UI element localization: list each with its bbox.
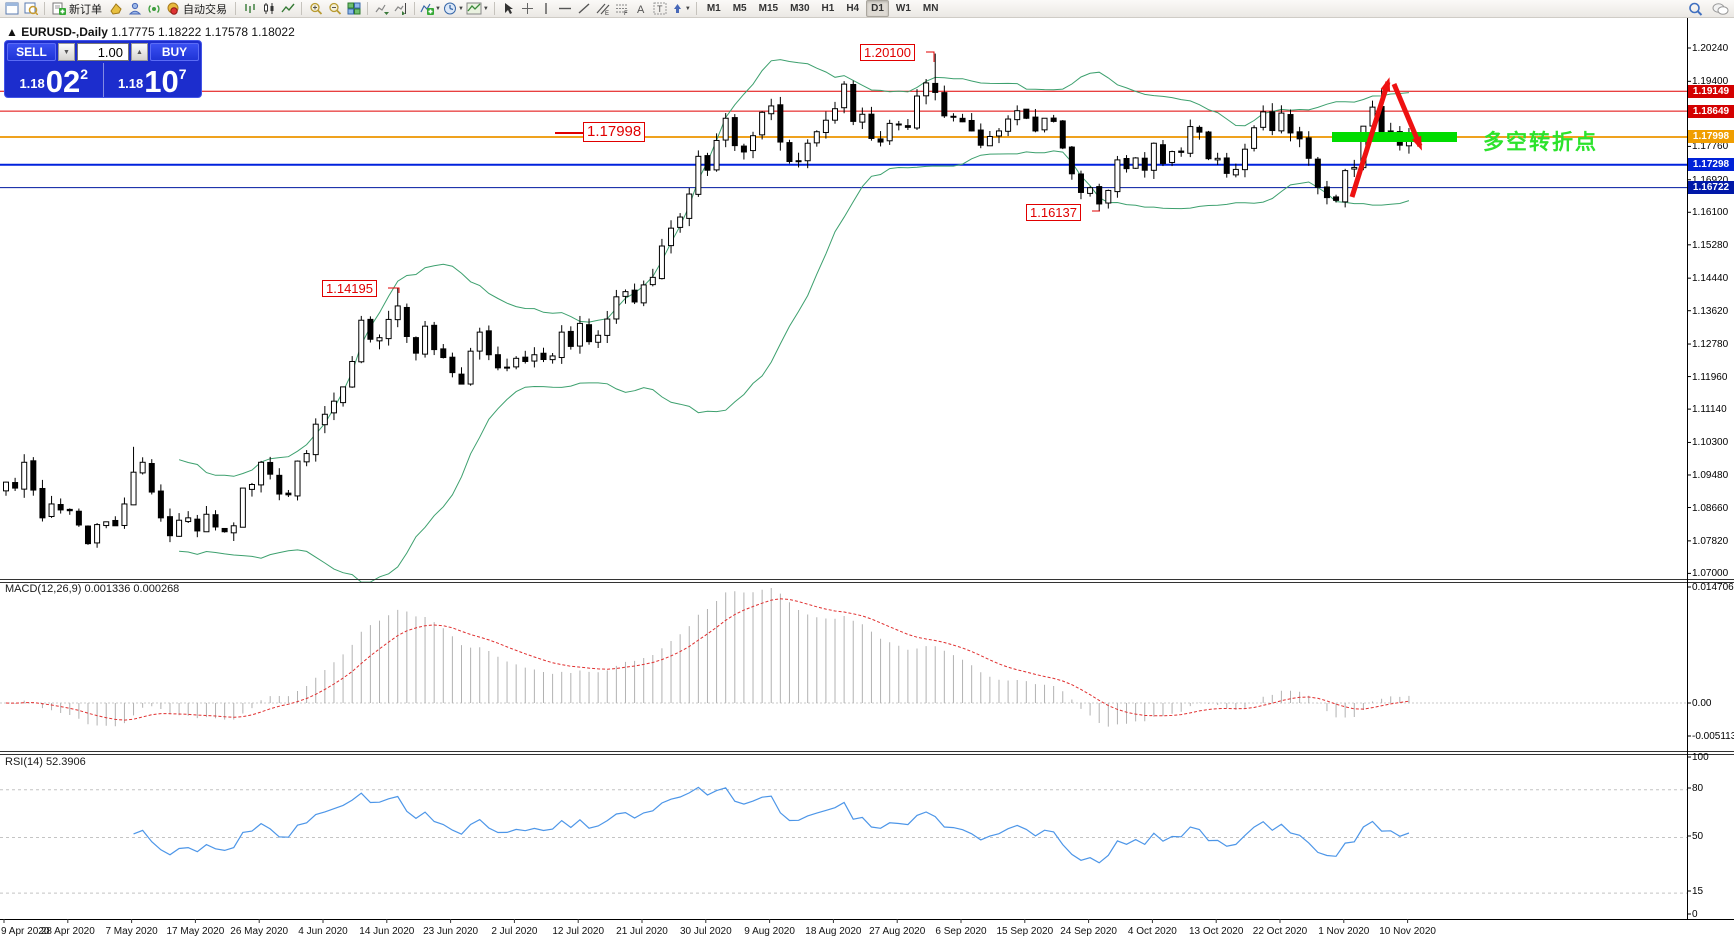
zoom-in-icon[interactable] (306, 1, 325, 17)
sell-price-small: 1.18 (19, 76, 45, 91)
volume-increase-button[interactable]: ▲ (131, 43, 148, 61)
price-annotation[interactable]: 1.16137 (1026, 204, 1081, 221)
timeframe-m5-button[interactable]: M5 (732, 3, 747, 14)
template-icon[interactable]: ▼ (465, 1, 490, 17)
svg-text:T: T (657, 4, 663, 14)
signal-icon[interactable] (144, 1, 163, 17)
svg-text:A: A (637, 4, 645, 15)
text-label-icon[interactable]: T (651, 1, 670, 17)
timeframe-m15-button[interactable]: M15 (758, 3, 779, 14)
timeframe-m1-button[interactable]: M1 (706, 3, 721, 14)
sell-price-sup: 2 (80, 66, 89, 82)
price-annotation[interactable]: 1.20100 (860, 44, 915, 61)
period-icon[interactable]: ▼ (442, 1, 465, 17)
sell-button[interactable]: SELL (7, 43, 56, 61)
buy-price-big: 10 (144, 64, 179, 99)
fibonacci-icon[interactable]: F (613, 1, 632, 17)
indicator-style-icon[interactable] (106, 1, 125, 17)
timeframe-group: M1 M5 M15 M30 H1 H4 D1 W1 MN (701, 0, 945, 17)
timeframe-h1-button[interactable]: H1 (821, 3, 835, 14)
buy-button[interactable]: BUY (150, 43, 199, 61)
data-window-icon[interactable] (21, 1, 40, 17)
timeframe-mn-button[interactable]: MN (922, 3, 939, 14)
vertical-line-icon[interactable] (537, 1, 556, 17)
bar-chart-icon[interactable] (240, 1, 259, 17)
cursor-icon[interactable] (499, 1, 518, 17)
autotrading-label[interactable]: 自动交易 (183, 3, 227, 16)
tile-windows-icon[interactable] (344, 1, 363, 17)
text-icon[interactable]: A (632, 1, 651, 17)
new-order-icon[interactable] (49, 1, 68, 17)
timeframe-d1-button[interactable]: D1 (866, 0, 889, 17)
new-order-label[interactable]: 新订单 (69, 3, 102, 16)
volume-input[interactable]: 1.00 (77, 43, 129, 61)
search-icon[interactable] (1686, 1, 1705, 17)
expert-advisor-icon[interactable] (125, 1, 144, 17)
timeframe-m30-button[interactable]: M30 (790, 3, 810, 14)
svg-text:F: F (624, 11, 628, 15)
horizontal-line-icon[interactable] (556, 1, 575, 17)
auto-scroll-icon[interactable] (372, 1, 391, 17)
chart-shift-icon[interactable] (391, 1, 410, 17)
autotrading-icon[interactable] (163, 1, 182, 17)
chart-window-icon[interactable] (2, 1, 21, 17)
zoom-out-icon[interactable] (325, 1, 344, 17)
one-click-trading-panel: SELL ▼ 1.00 ▲ BUY 1.18 02 2 1.18 10 7 (4, 40, 202, 98)
add-indicator-icon[interactable]: ▼ (419, 1, 442, 17)
sell-price-big: 02 (45, 64, 81, 99)
main-toolbar: 新订单 自动交易 ▼ ▼ ▼ E F A T ▼ M1 M5 M15 M30 H1 H4 D… (0, 0, 1734, 18)
chat-icon[interactable] (1711, 1, 1730, 17)
svg-text:E: E (605, 11, 609, 15)
sell-price[interactable]: 1.18 02 2 (5, 63, 103, 97)
buy-price[interactable]: 1.18 10 7 (102, 63, 202, 99)
timeframe-h4-button[interactable]: H4 (846, 3, 860, 14)
trendline-icon[interactable] (575, 1, 594, 17)
arrows-tool-icon[interactable]: ▼ (670, 1, 692, 17)
channel-icon[interactable]: E (594, 1, 613, 17)
price-annotation[interactable]: 1.14195 (322, 280, 377, 297)
cn-annotation-text[interactable]: 多空转折点 (1483, 131, 1598, 154)
price-annotation[interactable]: 1.17998 (583, 122, 646, 142)
buy-price-sup: 7 (178, 66, 187, 82)
buy-price-small: 1.18 (117, 76, 144, 91)
crosshair-icon[interactable] (518, 1, 537, 17)
candlestick-chart-icon[interactable] (259, 1, 278, 17)
timeframe-w1-button[interactable]: W1 (895, 3, 911, 14)
line-chart-icon[interactable] (278, 1, 297, 17)
volume-decrease-button[interactable]: ▼ (58, 43, 75, 61)
